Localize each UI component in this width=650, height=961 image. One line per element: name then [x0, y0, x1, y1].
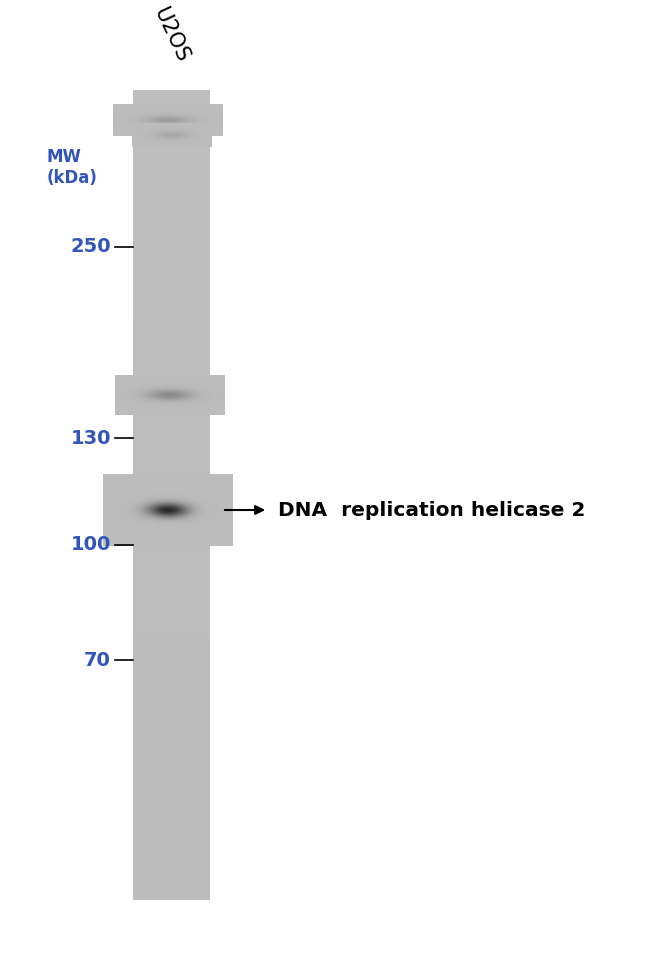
Text: DNA  replication helicase 2: DNA replication helicase 2	[278, 501, 586, 520]
Text: 70: 70	[84, 651, 111, 670]
Text: 100: 100	[71, 535, 111, 554]
Text: 130: 130	[70, 429, 111, 448]
Text: 250: 250	[70, 237, 111, 257]
Text: MW
(kDa): MW (kDa)	[47, 148, 98, 186]
Text: U2OS: U2OS	[150, 4, 192, 65]
